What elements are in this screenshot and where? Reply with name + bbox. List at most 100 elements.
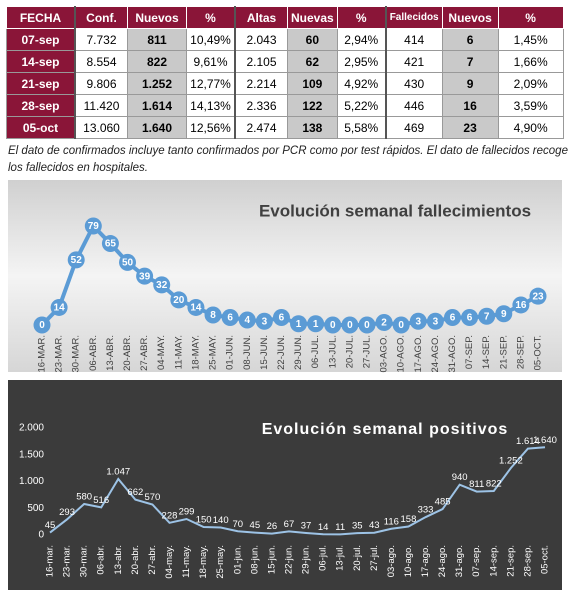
table-cell: 7.732: [74, 28, 128, 51]
data-label: 6: [227, 313, 233, 324]
point: [307, 315, 325, 333]
x-tick-label: 27-jul.: [369, 545, 380, 571]
data-label: 293: [59, 507, 75, 518]
header-cell: Fallecidos: [384, 6, 443, 29]
x-tick-label: 15-JUN.: [259, 335, 270, 370]
data-label: 822: [486, 479, 502, 490]
point: [409, 312, 427, 330]
table-cell: 14,13%: [186, 94, 236, 117]
data-label: 1: [296, 319, 302, 330]
chart-bg: [8, 180, 562, 372]
point: [221, 308, 239, 326]
data-label: 1.252: [499, 456, 523, 467]
point: [461, 308, 479, 326]
point: [426, 312, 444, 330]
point: [375, 313, 393, 331]
x-tick-label: 31-AGO.: [447, 335, 458, 373]
point: [478, 307, 496, 325]
point: [495, 305, 513, 323]
table-cell: 5,58%: [336, 116, 387, 139]
data-label: 32: [156, 280, 168, 291]
data-label: 45: [45, 520, 56, 531]
point: [187, 298, 205, 316]
data-label: 2: [381, 318, 387, 329]
x-tick-label: 27-JUL.: [361, 335, 372, 368]
header-row: FECHA Conf. Nuevos% Altas Nuevas% Fallecidos N…: [6, 6, 564, 29]
point: [290, 315, 308, 333]
point: [255, 312, 273, 330]
deaths-chart: Evolución semanal fallecimientos 0 16-MAR.…: [8, 180, 562, 373]
x-tick-label: 01-JUN.: [225, 335, 236, 370]
data-label: 7: [484, 311, 490, 322]
x-tick-label: 13-jul.: [335, 545, 346, 571]
point: [324, 316, 342, 334]
table-cell: 8.554: [74, 50, 128, 73]
table-row: 28-sep 11.420 1.614 14,13% 2.336 122 5,22% 446 1…: [6, 94, 564, 117]
point: [443, 308, 461, 326]
table-cell: 13.060: [74, 116, 128, 139]
x-tick-label: 27-abr.: [147, 545, 158, 575]
y-tick-label: 1.500: [19, 449, 44, 460]
table-cell: 05-oct: [6, 116, 76, 139]
x-tick-label: 23-MAR.: [54, 335, 65, 372]
x-tick-label: 05-oct.: [540, 545, 551, 574]
x-tick-label: 03-AGO.: [379, 335, 390, 373]
header-cell: %: [336, 6, 387, 29]
point: [67, 251, 85, 269]
data-label: 0: [330, 320, 336, 331]
chart-title: Evolución semanal positivos: [262, 421, 509, 438]
table-cell: 2.336: [234, 94, 288, 117]
data-label: 516: [93, 495, 109, 506]
x-tick-label: 20-jul.: [352, 545, 363, 571]
point: [272, 308, 290, 326]
table-cell: 3,59%: [497, 94, 564, 117]
table-cell: 10,49%: [186, 28, 236, 51]
header-cell: Nuevos: [127, 6, 187, 29]
table-row: 07-sep 7.732 811 10,49% 2.043 60 2,94% 414 6 1,45…: [6, 28, 564, 51]
x-tick-label: 13-JUL.: [327, 335, 338, 368]
x-tick-label: 01-jun.: [232, 545, 243, 574]
point: [392, 316, 410, 334]
x-tick-label: 25-may.: [215, 545, 226, 579]
point: [529, 287, 547, 305]
data-label: 14: [54, 303, 66, 314]
table-cell: 5,22%: [336, 94, 387, 117]
y-tick-label: 2.000: [19, 423, 44, 434]
table-row: 21-sep 9.806 1.252 12,77% 2.214 109 4,92% 430 9 2…: [6, 72, 564, 95]
header-cell: Altas: [234, 6, 288, 29]
header-cell: FECHA: [6, 6, 76, 29]
table-cell: 1,45%: [497, 28, 564, 51]
point: [136, 267, 154, 285]
x-tick-label: 20-JUL.: [344, 335, 355, 368]
x-tick-label: 10-ago.: [403, 545, 414, 577]
data-label: 485: [435, 497, 451, 508]
table-cell: 60: [287, 28, 338, 51]
x-tick-label: 17-AGO.: [413, 335, 424, 373]
y-tick-label: 500: [27, 503, 44, 514]
data-label: 116: [384, 516, 399, 527]
data-label: 79: [88, 221, 100, 232]
x-tick-label: 24-ago.: [437, 545, 448, 577]
table-cell: 28-sep: [6, 94, 76, 117]
x-tick-label: 13-ABR.: [105, 335, 116, 371]
table-cell: 2.043: [234, 28, 288, 51]
data-label: 11: [335, 522, 345, 533]
data-label: 52: [71, 255, 83, 266]
table-cell: 2,94%: [336, 28, 387, 51]
point: [204, 306, 222, 324]
point: [50, 298, 68, 316]
table-cell: 2,09%: [497, 72, 564, 95]
data-label: 570: [144, 492, 160, 503]
table-cell: 4,90%: [497, 116, 564, 139]
table-cell: 62: [287, 50, 338, 73]
x-tick-label: 04-MAY.: [156, 335, 167, 370]
header-cell: %: [186, 6, 236, 29]
data-label: 299: [179, 507, 195, 518]
data-label: 50: [122, 257, 134, 268]
table-cell: 469: [384, 116, 443, 139]
data-label: 8: [210, 310, 216, 321]
line: [49, 446, 546, 536]
table-cell: 1,66%: [497, 50, 564, 73]
data-label: 158: [401, 514, 417, 525]
table-cell: 414: [384, 28, 443, 51]
